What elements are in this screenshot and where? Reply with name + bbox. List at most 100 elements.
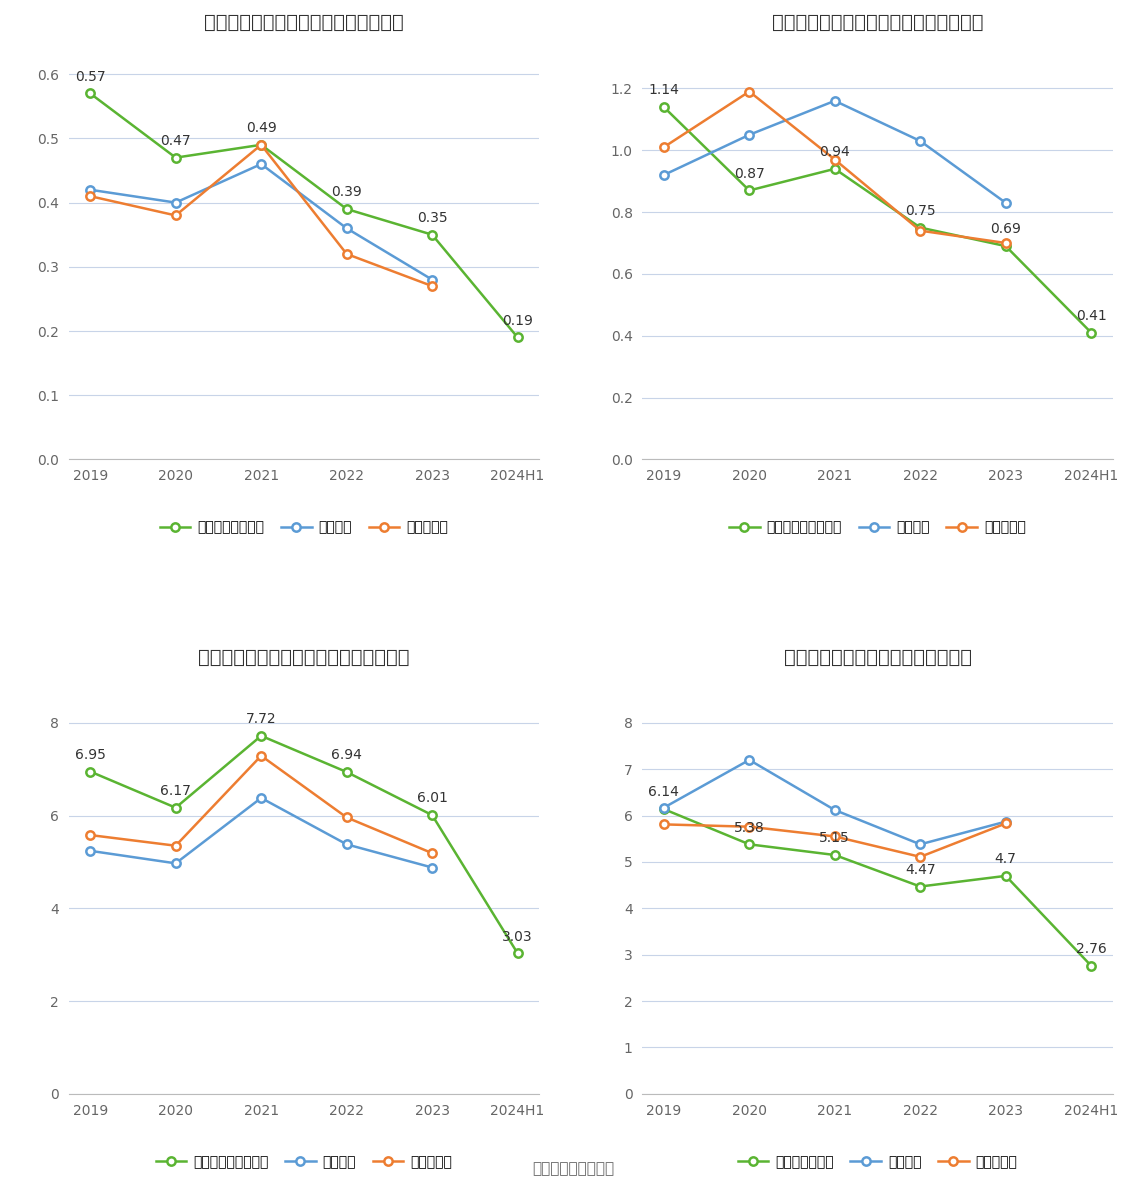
Legend: 公司固定资产周转率, 行业均值, 行业中位数: 公司固定资产周转率, 行业均值, 行业中位数 — [729, 520, 1025, 535]
公司应收账款周转率 — [169, 801, 182, 815]
Line: 行业均值: 行业均值 — [86, 160, 436, 284]
Text: 6.95: 6.95 — [75, 748, 106, 762]
公司固定资产周转率 — [828, 161, 842, 175]
行业均值 — [340, 837, 353, 851]
公司固定资产周转率 — [1084, 326, 1098, 340]
Title: 华天科技历年总资产周转率情况（次）: 华天科技历年总资产周转率情况（次） — [204, 13, 404, 32]
行业中位数 — [426, 279, 439, 293]
行业中位数 — [742, 84, 756, 99]
Line: 行业均值: 行业均值 — [86, 793, 436, 871]
行业均值 — [426, 273, 439, 287]
Line: 公司固定资产周转率: 公司固定资产周转率 — [660, 103, 1095, 337]
Text: 7.72: 7.72 — [245, 712, 276, 726]
Text: 0.75: 0.75 — [905, 204, 936, 218]
行业中位数 — [913, 850, 927, 864]
行业均值 — [999, 196, 1013, 210]
公司固定资产周转率 — [999, 239, 1013, 254]
Line: 公司总资产周转率: 公司总资产周转率 — [86, 89, 522, 341]
行业中位数 — [340, 246, 353, 261]
行业均值 — [84, 844, 97, 858]
行业均值 — [657, 801, 671, 815]
行业中位数 — [913, 224, 927, 238]
公司应收账款周转率 — [426, 808, 439, 822]
Legend: 公司存货周转率, 行业均值, 行业中位数: 公司存货周转率, 行业均值, 行业中位数 — [738, 1155, 1017, 1170]
公司应收账款周转率 — [84, 764, 97, 779]
公司应收账款周转率 — [255, 728, 268, 743]
行业均值 — [742, 127, 756, 142]
Text: 0.41: 0.41 — [1076, 309, 1107, 323]
公司存货周转率 — [657, 802, 671, 816]
行业中位数 — [169, 839, 182, 853]
Text: 0.35: 0.35 — [416, 212, 447, 225]
Line: 行业中位数: 行业中位数 — [660, 88, 1009, 248]
行业均值 — [340, 221, 353, 236]
行业均值 — [657, 168, 671, 183]
Text: 1.14: 1.14 — [648, 83, 679, 97]
公司应收账款周转率 — [510, 946, 524, 960]
公司固定资产周转率 — [742, 183, 756, 197]
公司应收账款周转率 — [340, 764, 353, 779]
公司固定资产周转率 — [657, 100, 671, 114]
Line: 行业中位数: 行业中位数 — [86, 751, 436, 857]
行业中位数 — [340, 810, 353, 825]
公司总资产周转率 — [84, 87, 97, 101]
Legend: 公司应收账款周转率, 行业均值, 行业中位数: 公司应收账款周转率, 行业均值, 行业中位数 — [156, 1155, 452, 1170]
Text: 6.14: 6.14 — [648, 785, 679, 799]
行业中位数 — [828, 153, 842, 167]
公司存货周转率 — [913, 880, 927, 894]
Text: 3.03: 3.03 — [502, 929, 533, 944]
行业中位数 — [657, 139, 671, 154]
Line: 行业均值: 行业均值 — [660, 96, 1009, 207]
Text: 0.57: 0.57 — [75, 70, 106, 84]
公司存货周转率 — [999, 869, 1013, 883]
Text: 0.19: 0.19 — [502, 314, 533, 328]
行业均值 — [828, 94, 842, 108]
行业均值 — [426, 861, 439, 875]
Text: 2.76: 2.76 — [1076, 942, 1107, 956]
Line: 行业均值: 行业均值 — [660, 756, 1009, 849]
Text: 数据来源：恒生聚源: 数据来源：恒生聚源 — [532, 1161, 615, 1176]
行业均值 — [84, 183, 97, 197]
公司存货周转率 — [1084, 959, 1098, 974]
公司总资产周转率 — [255, 137, 268, 151]
行业均值 — [742, 752, 756, 767]
行业均值 — [169, 856, 182, 870]
Text: 0.69: 0.69 — [990, 222, 1021, 237]
行业中位数 — [828, 829, 842, 844]
Line: 行业中位数: 行业中位数 — [660, 820, 1009, 861]
Text: 5.15: 5.15 — [819, 832, 850, 845]
公司总资产周转率 — [510, 331, 524, 345]
Title: 华天科技历年应收账款周转率情况（次）: 华天科技历年应收账款周转率情况（次） — [198, 648, 409, 667]
行业均值 — [999, 815, 1013, 829]
行业中位数 — [255, 749, 268, 763]
行业中位数 — [657, 817, 671, 832]
Text: 5.38: 5.38 — [734, 821, 765, 834]
行业均值 — [169, 196, 182, 210]
Text: 0.39: 0.39 — [331, 185, 362, 200]
Text: 6.94: 6.94 — [331, 749, 362, 762]
Text: 0.94: 0.94 — [819, 145, 850, 159]
行业中位数 — [255, 137, 268, 151]
Text: 6.01: 6.01 — [416, 791, 447, 805]
公司总资产周转率 — [169, 150, 182, 165]
行业均值 — [255, 156, 268, 171]
行业中位数 — [426, 846, 439, 861]
Title: 华天科技历年固定资产周转率情况（次）: 华天科技历年固定资产周转率情况（次） — [772, 13, 983, 32]
公司总资产周转率 — [426, 227, 439, 242]
行业中位数 — [742, 820, 756, 834]
Line: 公司存货周转率: 公司存货周转率 — [660, 805, 1095, 970]
Text: 6.17: 6.17 — [161, 784, 192, 798]
行业均值 — [913, 133, 927, 148]
Text: 0.49: 0.49 — [245, 121, 276, 135]
Title: 华天科技历年存货周转率情况（次）: 华天科技历年存货周转率情况（次） — [783, 648, 972, 667]
行业中位数 — [84, 828, 97, 843]
公司总资产周转率 — [340, 202, 353, 216]
Text: 4.47: 4.47 — [905, 863, 936, 876]
行业均值 — [828, 803, 842, 817]
Text: 4.7: 4.7 — [994, 852, 1016, 867]
Text: 0.87: 0.87 — [734, 167, 765, 180]
行业中位数 — [169, 208, 182, 222]
Line: 行业中位数: 行业中位数 — [86, 141, 436, 290]
Line: 公司应收账款周转率: 公司应收账款周转率 — [86, 732, 522, 958]
行业中位数 — [999, 236, 1013, 250]
